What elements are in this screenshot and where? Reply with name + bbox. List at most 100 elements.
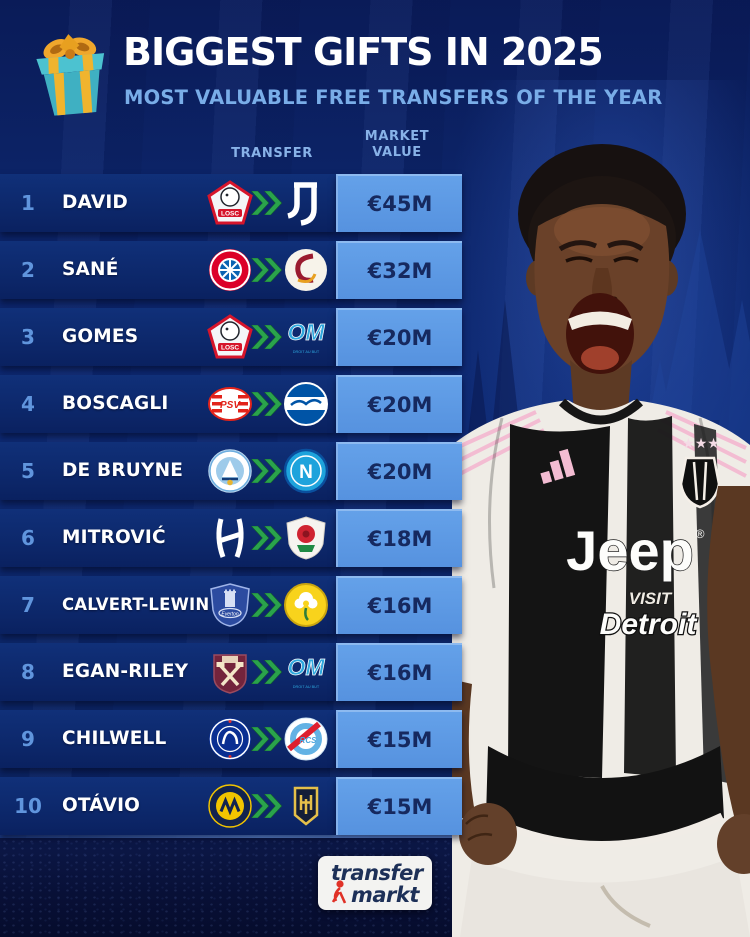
svg-text:N: N [299,462,313,483]
transfers-table: 1 DAVID LOSC €45M 2 SANÉ [0,174,462,844]
club-badge-losc-lille-icon: LOSC [207,314,253,360]
horizon-glow-line [0,832,750,838]
club-badge-marseille-icon: OM DROIT AU BUT [283,649,329,695]
market-value: €20M [336,442,462,500]
market-value: €15M [336,710,462,768]
player-name: CHILWELL [62,728,167,749]
club-badge-chelsea-icon [207,716,253,762]
player-name: BOSCAGLI [62,393,169,414]
player-name: DE BRUYNE [62,460,184,481]
club-badge-psv-icon: PSV [207,381,253,427]
page-subtitle: MOST VALUABLE FREE TRANSFERS OF THE YEAR [124,86,663,109]
svg-text:LOSC: LOSC [221,211,239,218]
rank-number: 2 [21,258,35,282]
svg-text:®: ® [696,527,705,541]
column-header-transfer: TRANSFER [231,146,313,161]
gift-box-icon [36,34,105,116]
svg-text:★★★: ★★★ [682,435,720,451]
market-value: €16M [336,576,462,634]
market-value: €20M [336,375,462,433]
transfer-arrow-icon [251,727,283,751]
player-name: OTÁVIO [62,795,141,816]
svg-text:Detroit: Detroit [600,608,699,641]
svg-text:OM: OM [287,319,325,345]
club-badge-everton-icon: Everton [207,582,253,628]
table-row: 3 GOMES LOSC OM DROIT AU BUT €20M [0,308,462,366]
rank-number: 8 [21,660,35,684]
club-badge-al-hilal-icon [207,515,253,561]
club-badge-juventus-icon [283,180,329,226]
market-value-line2: VALUE [372,145,422,160]
table-row: 8 EGAN-RILEY OM DROIT AU BUT €16M [0,643,462,701]
club-badge-galatasaray-icon [283,247,329,293]
transfer-arrow-icon [251,258,283,282]
club-badge-leeds-united-icon [283,582,329,628]
market-value: €45M [336,174,462,232]
transfer-arrow-icon [251,325,283,349]
player-name: MITROVIĆ [62,527,166,548]
player-name: EGAN-RILEY [62,661,189,682]
table-row: 10 OTÁVIO €15M [0,777,462,835]
market-value: €18M [336,509,462,567]
table-row: 5 DE BRUYNE N €20M [0,442,462,500]
column-header-market-value: MARKET VALUE [347,129,447,161]
table-row: 6 MITROVIĆ €18M [0,509,462,567]
club-badge-al-rayyan-icon [283,515,329,561]
rank-number: 1 [21,191,35,215]
table-row: 1 DAVID LOSC €45M [0,174,462,232]
club-badge-marseille-icon: OM DROIT AU BUT [283,314,329,360]
market-value-line1: MARKET [364,129,430,144]
market-value: €15M [336,777,462,835]
transfer-arrow-icon [251,526,283,550]
svg-text:DROIT AU BUT: DROIT AU BUT [293,350,320,354]
rank-number: 6 [21,526,35,550]
rank-number: 3 [21,325,35,349]
market-value: €32M [336,241,462,299]
brand-player-figure-icon [331,880,347,904]
player-name: SANÉ [62,259,119,280]
table-row: 9 CHILWELL RCS €15M [0,710,462,768]
club-badge-bayern-munich-icon [207,247,253,293]
transfer-arrow-icon [251,459,283,483]
rank-number: 4 [21,392,35,416]
player-name: GOMES [62,326,139,347]
svg-text:LOSC: LOSC [221,345,239,352]
club-badge-strasbourg-icon: RCS [283,716,329,762]
svg-text:Everton: Everton [221,612,238,618]
transfer-arrow-icon [251,794,283,818]
table-row: 2 SANÉ €32M [0,241,462,299]
club-badge-al-qadsiah-icon [283,783,329,829]
svg-text:RCS: RCS [300,736,318,745]
svg-text:PSV: PSV [220,400,241,411]
rank-number: 10 [14,794,42,818]
transfer-arrow-icon [251,660,283,684]
rank-number: 7 [21,593,35,617]
transfer-arrow-icon [251,593,283,617]
page-title: BIGGEST GIFTS IN 2025 [123,30,604,74]
club-badge-west-ham-icon [207,649,253,695]
svg-text:Jeep: Jeep [566,519,694,582]
club-badge-losc-lille-icon: LOSC [207,180,253,226]
svg-text:VISIT: VISIT [629,589,673,608]
table-row: 4 BOSCAGLI PSV €20M [0,375,462,433]
player-name: CALVERT-LEWIN [62,595,210,614]
player-photo-jonathan-david: ★★★ Jeep ® VISIT Detroit [452,118,750,937]
club-badge-napoli-icon: N [283,448,329,494]
club-badge-brighton-icon [283,381,329,427]
club-badge-al-nassr-icon [207,783,253,829]
market-value: €16M [336,643,462,701]
table-row: 7 CALVERT-LEWIN Everton €16M [0,576,462,634]
rank-number: 9 [21,727,35,751]
club-badge-manchester-city-icon [207,448,253,494]
rank-number: 5 [21,459,35,483]
player-name: DAVID [62,192,128,213]
svg-text:OM: OM [287,654,325,680]
transfer-arrow-icon [251,191,283,215]
transfermarkt-logo: transfer markt [318,856,432,910]
brand-line1: transfer [331,861,423,885]
svg-text:DROIT AU BUT: DROIT AU BUT [293,685,320,689]
market-value: €20M [336,308,462,366]
transfer-arrow-icon [251,392,283,416]
brand-line2: markt [351,883,419,907]
